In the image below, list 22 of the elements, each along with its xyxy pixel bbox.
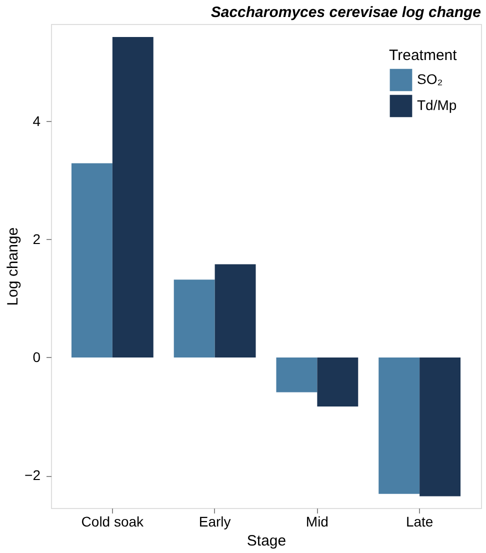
x-tick-label: Late bbox=[406, 514, 434, 530]
y-tick-label: −2 bbox=[24, 467, 41, 484]
legend-label: Td/Mp bbox=[417, 97, 457, 113]
bar bbox=[71, 163, 112, 358]
bar bbox=[214, 264, 256, 358]
x-axis-title: Stage bbox=[246, 532, 286, 550]
bar bbox=[112, 36, 154, 358]
y-tick-label: 2 bbox=[32, 230, 41, 247]
chart-title: Saccharomyces cerevisae log change bbox=[210, 4, 481, 21]
bar bbox=[420, 357, 461, 496]
y-tick-label: 4 bbox=[32, 112, 41, 129]
x-tick-label: Mid bbox=[306, 514, 328, 530]
bar bbox=[317, 357, 358, 406]
y-axis-title: Log change bbox=[4, 227, 22, 306]
legend-title: Treatment bbox=[389, 47, 458, 64]
x-tick-label: Early bbox=[198, 514, 231, 530]
y-tick-label: 0 bbox=[32, 348, 41, 365]
bar bbox=[174, 280, 215, 358]
bar bbox=[276, 357, 318, 392]
legend-label: SO₂ bbox=[417, 71, 443, 87]
x-tick-label: Cold soak bbox=[81, 514, 145, 530]
bar bbox=[378, 357, 420, 494]
